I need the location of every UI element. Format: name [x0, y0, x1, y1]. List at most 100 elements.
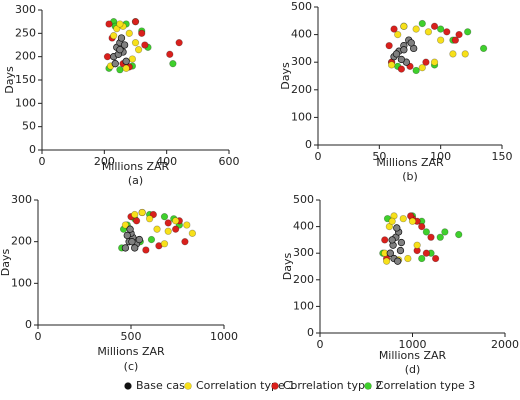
- point: [166, 50, 174, 58]
- point: [397, 55, 406, 64]
- point: [441, 228, 449, 236]
- point: [171, 225, 180, 233]
- x-tick-label: 0: [315, 150, 322, 163]
- x-tick-label: 0: [39, 155, 46, 168]
- x-axis-label: Millions ZAR: [97, 345, 165, 358]
- caption: (b): [402, 170, 418, 183]
- point: [120, 41, 129, 49]
- legend-label: Correlation type 1: [196, 379, 295, 392]
- point: [110, 32, 118, 40]
- point: [392, 50, 401, 58]
- point: [436, 233, 444, 241]
- point: [128, 238, 136, 246]
- y-tick-label: 200: [291, 83, 312, 96]
- y-tick-label: 500: [291, 0, 312, 13]
- point: [135, 235, 144, 244]
- x-tick-label: 0: [317, 338, 324, 351]
- x-tick-label: 150: [492, 150, 513, 163]
- point: [164, 227, 172, 235]
- y-tick-label: 0: [25, 318, 32, 331]
- point: [123, 231, 131, 240]
- point: [160, 213, 169, 221]
- y-axis-label: Days: [0, 249, 12, 277]
- point: [455, 230, 463, 239]
- point: [422, 249, 431, 257]
- point: [169, 60, 177, 68]
- point: [122, 64, 130, 72]
- point: [175, 39, 183, 47]
- point: [430, 58, 439, 66]
- y-tick-label: 0: [305, 138, 312, 151]
- point: [430, 22, 439, 30]
- point: [394, 257, 402, 265]
- x-tick-label: 100: [430, 150, 451, 163]
- point: [412, 66, 420, 75]
- point: [122, 57, 130, 65]
- legend-swatch: [364, 382, 372, 390]
- y-tick-label: 100: [11, 276, 32, 289]
- point: [437, 36, 445, 44]
- point: [404, 254, 412, 263]
- point: [451, 36, 460, 44]
- point: [431, 254, 440, 263]
- point: [116, 66, 124, 74]
- y-axis-label: Days: [279, 62, 292, 90]
- point: [125, 29, 133, 37]
- point: [111, 60, 119, 68]
- point: [418, 64, 426, 72]
- point: [131, 18, 140, 26]
- point: [132, 217, 141, 225]
- y-tick-label: 250: [15, 26, 36, 39]
- point: [126, 225, 134, 233]
- point: [418, 222, 426, 231]
- point: [449, 50, 457, 58]
- legend-label: Base case: [136, 379, 192, 392]
- point: [400, 22, 408, 30]
- caption: (c): [124, 360, 139, 373]
- point: [427, 233, 435, 241]
- x-tick-label: 1000: [210, 330, 238, 343]
- point: [397, 238, 406, 247]
- point: [183, 221, 191, 229]
- point: [388, 217, 396, 225]
- point: [131, 244, 139, 252]
- y-tick-label: 400: [293, 220, 314, 233]
- point: [145, 215, 154, 223]
- y-tick-label: 400: [291, 28, 312, 41]
- point: [387, 61, 396, 69]
- point: [422, 228, 431, 236]
- x-axis-label: Millions ZAR: [379, 349, 447, 362]
- legend-swatch: [124, 382, 132, 390]
- point: [381, 236, 389, 244]
- point: [443, 28, 451, 36]
- point: [397, 65, 406, 73]
- point: [437, 25, 445, 33]
- point: [117, 34, 126, 42]
- x-tick-label: 600: [219, 155, 240, 168]
- y-tick-label: 0: [29, 143, 36, 156]
- point: [418, 19, 426, 28]
- point: [160, 240, 169, 248]
- panel: 0 50 100 150 0 100 200 300 400 500 Millions ZAR(b)…: [279, 0, 513, 183]
- point: [103, 53, 112, 61]
- point: [390, 25, 398, 33]
- point: [141, 41, 149, 49]
- point: [422, 58, 430, 66]
- point: [461, 50, 469, 58]
- y-tick-label: 500: [293, 193, 314, 206]
- point: [164, 219, 172, 227]
- point: [400, 46, 408, 54]
- point: [188, 229, 197, 237]
- legend-swatch: [271, 382, 279, 390]
- point: [455, 30, 463, 39]
- point: [407, 39, 415, 47]
- point: [464, 28, 472, 36]
- x-tick-label: 50: [372, 150, 386, 163]
- point: [399, 214, 407, 223]
- point: [147, 235, 156, 244]
- y-axis-label: Days: [281, 253, 294, 281]
- point: [131, 210, 139, 219]
- x-axis-label: Millions ZAR: [376, 156, 444, 169]
- point: [138, 29, 146, 37]
